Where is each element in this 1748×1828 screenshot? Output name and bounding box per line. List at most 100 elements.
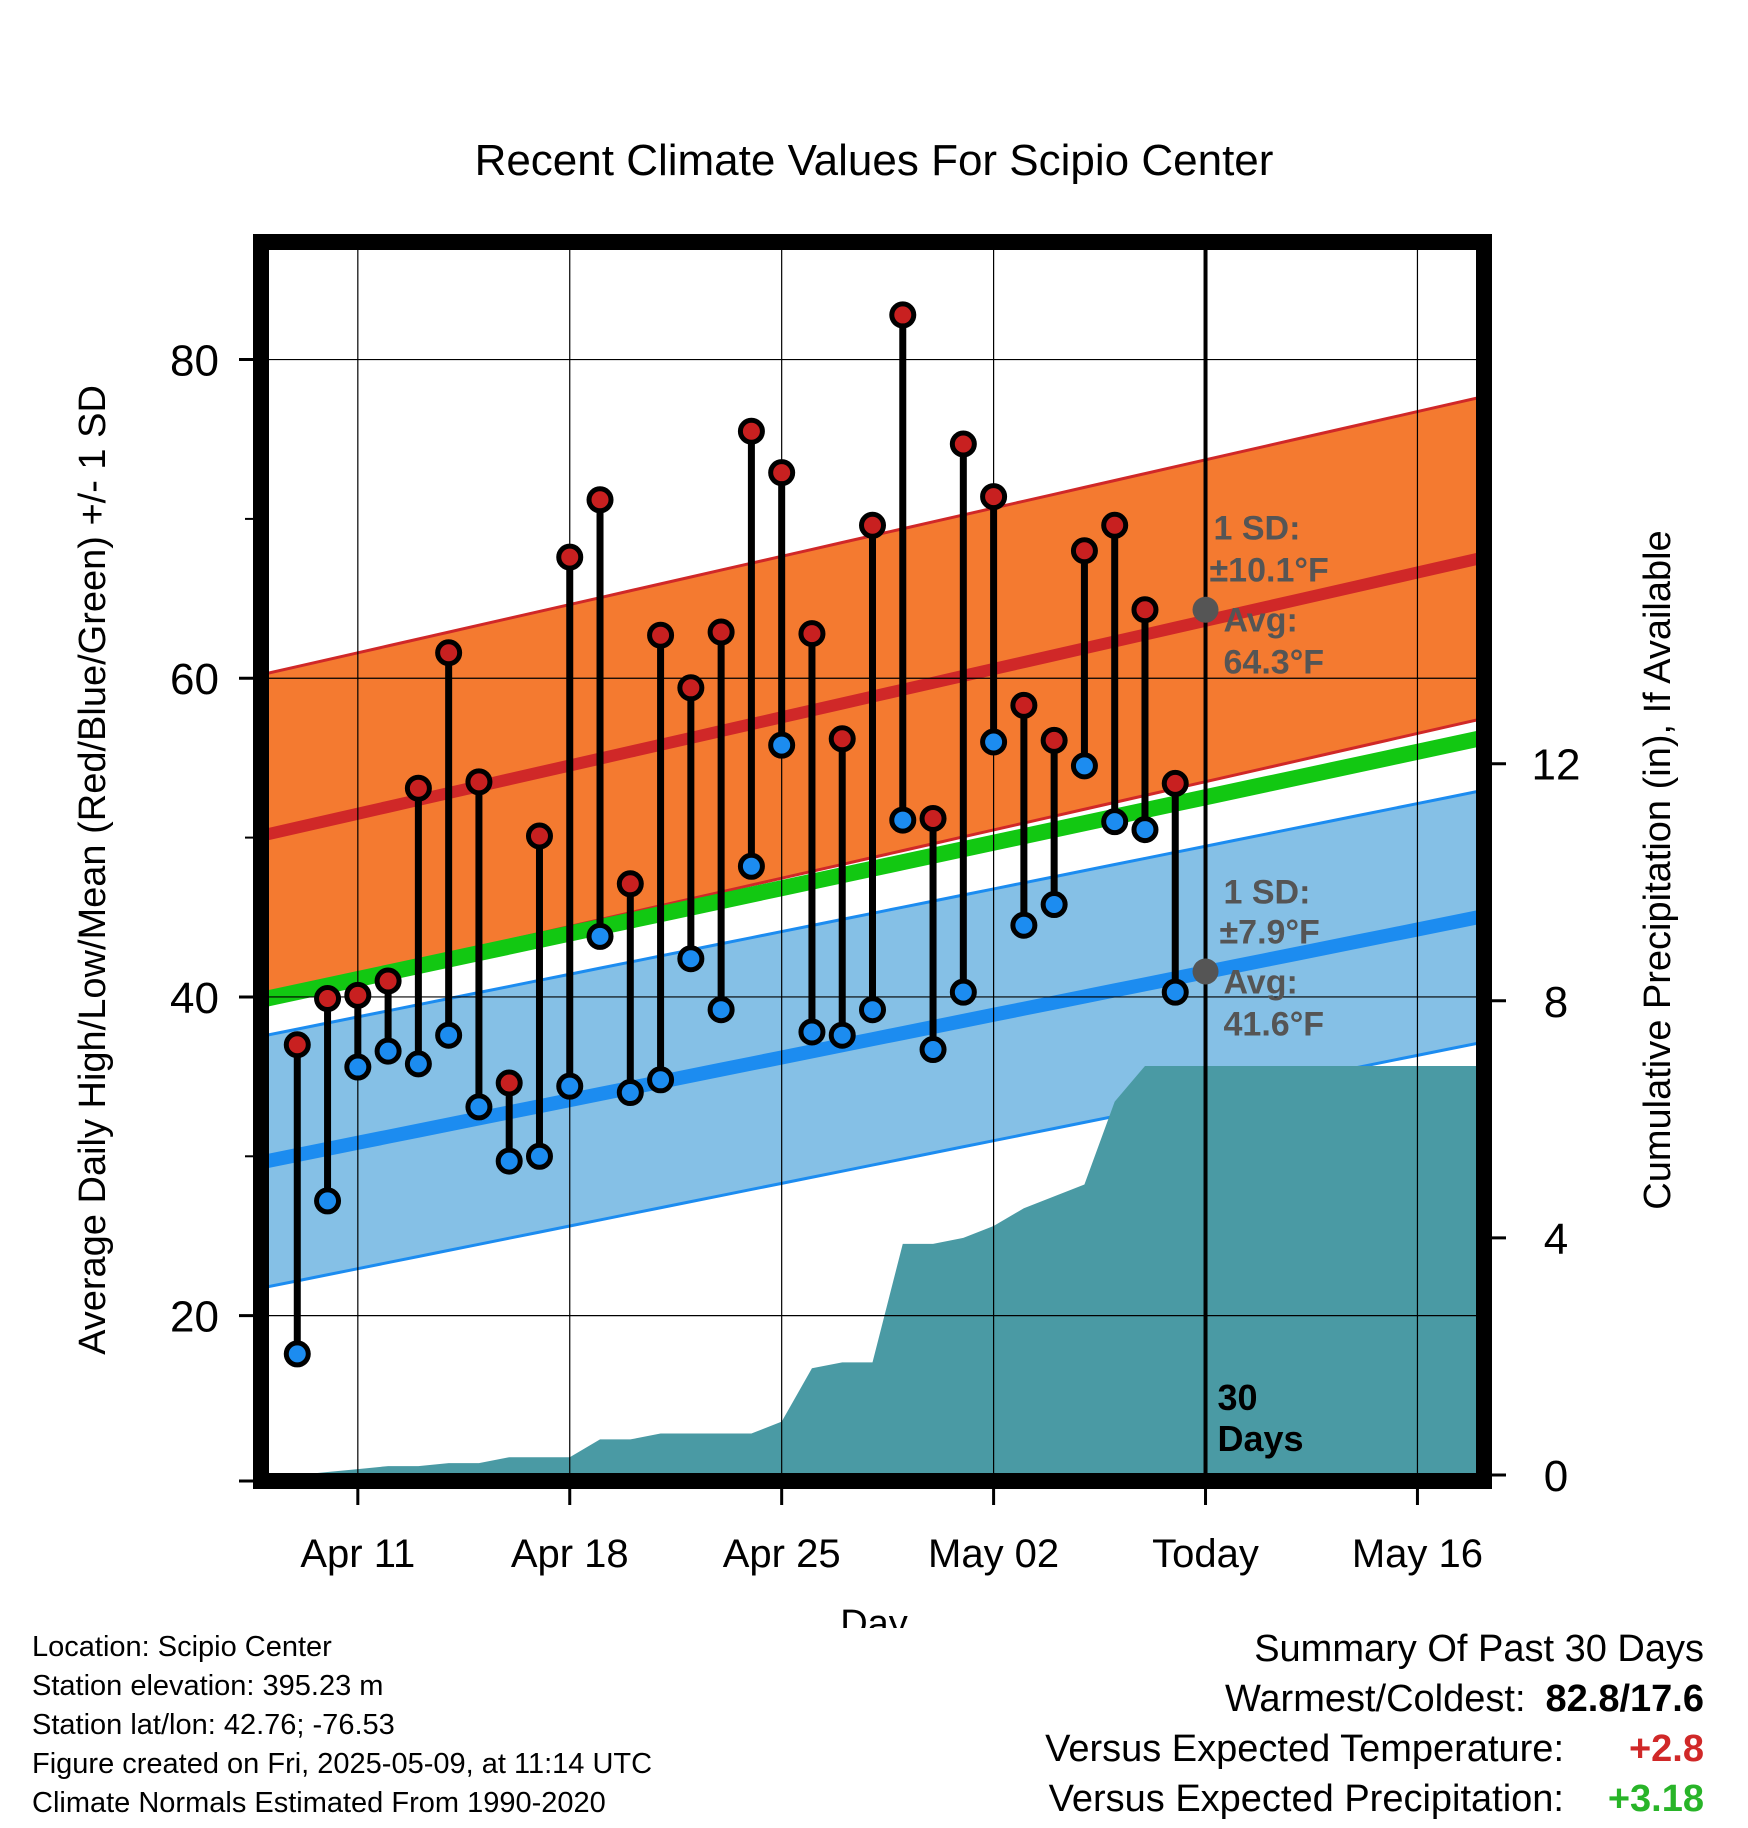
daily-low-point: [677, 945, 705, 973]
low-avg-marker: [1192, 958, 1219, 985]
daily-high-point: [1070, 537, 1098, 565]
days-label-text: Days: [1218, 1418, 1304, 1459]
daily-low-point: [768, 731, 796, 759]
daily-high-point: [828, 725, 856, 753]
daily-high-point: [707, 618, 735, 646]
x-tick-label: Apr 11: [300, 1532, 415, 1576]
x-tick-label: Today: [1152, 1532, 1259, 1576]
axes: 20 40 60 80 0 4 8 12 Apr 11 Apr 18 Apr 25 May 02 Tod…: [170, 234, 1581, 1576]
daily-low-point: [798, 1018, 826, 1046]
daily-high-point: [859, 511, 886, 539]
daily-high-point: [1040, 726, 1068, 754]
daily-low-point: [586, 922, 614, 950]
daily-low-point: [919, 1036, 947, 1064]
x-axis-label: Day: [840, 1603, 908, 1628]
daily-high-point: [798, 620, 826, 648]
y-tick-label: 80: [170, 337, 219, 386]
temp-value: +2.8: [1628, 1728, 1704, 1770]
low-sd-label: 1 SD:: [1224, 873, 1311, 911]
daily-high-point: [677, 674, 705, 702]
low-normal-line: [267, 910, 1478, 1168]
precip-area: [297, 1066, 1478, 1475]
summary-panel: Summary Of Past 30 Days Warmest/Coldest:…: [1045, 1624, 1704, 1824]
daily-low-point: [828, 1021, 856, 1049]
daily-low-point: [647, 1066, 675, 1094]
daily-high-point: [616, 870, 644, 898]
climate-chart: Recent Climate Values For Scipio Center …: [72, 136, 1679, 1628]
daily-high-point: [768, 459, 796, 487]
daily-high-point: [495, 1069, 523, 1097]
chart-title: Recent Climate Values For Scipio Center: [475, 136, 1274, 185]
normals-text: Climate Normals Estimated From 1990-2020: [32, 1787, 606, 1819]
precip-label: Versus Expected Precipitation:: [1048, 1778, 1564, 1820]
daily-high-point: [314, 985, 342, 1013]
daily-low-point: [707, 996, 735, 1024]
summary-title: Summary Of Past 30 Days: [1254, 1628, 1704, 1670]
daily-low-point: [1010, 911, 1038, 939]
y-tick-label: 60: [170, 655, 219, 704]
daily-high-point: [465, 768, 493, 796]
daily-high-point: [586, 486, 614, 514]
daily-high-point: [344, 981, 372, 1009]
plot-content: [267, 248, 1478, 1475]
precip-value: +3.18: [1607, 1778, 1704, 1820]
y2-tick-label: 12: [1532, 741, 1581, 790]
daily-low-point: [1070, 752, 1098, 780]
high-sd-value: ±10.1°F: [1210, 552, 1329, 590]
daily-low-point: [556, 1072, 584, 1100]
daily-low-point: [889, 806, 917, 834]
summary-precip-row: Versus Expected Precipitation: +3.18: [1045, 1774, 1704, 1824]
daily-low-point: [344, 1053, 372, 1081]
daily-low-point: [616, 1079, 644, 1107]
high-avg-marker: [1192, 596, 1219, 623]
warmest-label: Warmest/Coldest:: [1224, 1678, 1526, 1720]
daily-high-point: [283, 1031, 311, 1059]
low-sd-value: ±7.9°F: [1220, 913, 1320, 951]
y2-axis-label: Cumulative Precipitation (in), If Availa…: [1637, 530, 1679, 1209]
daily-high-point: [980, 483, 1008, 511]
daily-high-point: [889, 301, 917, 329]
daily-high-point: [556, 543, 584, 571]
daily-low-point: [283, 1340, 311, 1368]
y2-tick-label: 8: [1544, 978, 1568, 1027]
low-avg-label: Avg:: [1224, 963, 1298, 1001]
summary-temp-row: Versus Expected Temperature: +2.8: [1045, 1724, 1704, 1774]
daily-low-point: [1161, 978, 1189, 1006]
high-sd-label: 1 SD:: [1214, 510, 1301, 548]
x-tick-label: Apr 18: [511, 1532, 629, 1576]
daily-low-point: [314, 1187, 342, 1215]
location-text: Location: Scipio Center: [32, 1631, 332, 1663]
y-tick-label: 20: [170, 1293, 219, 1342]
daily-low-point: [949, 978, 977, 1006]
daily-low-point: [1040, 891, 1068, 919]
daily-low-point: [495, 1147, 523, 1175]
y-axis-label: Average Daily High/Low/Mean (Red/Blue/Gr…: [72, 385, 114, 1355]
daily-high-point: [949, 430, 977, 458]
daily-high-point: [435, 639, 463, 667]
x-tick-label: Apr 25: [723, 1532, 841, 1576]
daily-high-point: [525, 822, 553, 850]
low-avg-value: 41.6°F: [1224, 1005, 1325, 1043]
x-tick-label: May 16: [1352, 1532, 1483, 1576]
daily-low-point: [980, 728, 1008, 756]
temp-label: Versus Expected Temperature:: [1045, 1728, 1564, 1770]
created-text: Figure created on Fri, 2025-05-09, at 11…: [32, 1748, 653, 1780]
daily-low-point: [404, 1050, 432, 1078]
daily-high-point: [1101, 511, 1129, 539]
daily-high-point: [1010, 691, 1038, 719]
y-tick-label: 40: [170, 974, 219, 1023]
daily-low-point: [1101, 808, 1129, 836]
station-info: Location: Scipio Center Station elevatio…: [32, 1628, 652, 1823]
days-count-text: 30: [1218, 1377, 1258, 1418]
high-avg-value: 64.3°F: [1224, 644, 1325, 682]
daily-high-point: [374, 967, 402, 995]
y2-tick-label: 0: [1544, 1452, 1568, 1501]
daily-high-point: [1161, 769, 1189, 797]
daily-low-point: [737, 852, 765, 880]
daily-low-point: [465, 1093, 493, 1121]
daily-low-point: [1131, 816, 1159, 844]
daily-high-point: [1131, 596, 1159, 624]
warmest-value: 82.8/17.6: [1545, 1678, 1704, 1720]
high-avg-label: Avg:: [1224, 602, 1298, 640]
